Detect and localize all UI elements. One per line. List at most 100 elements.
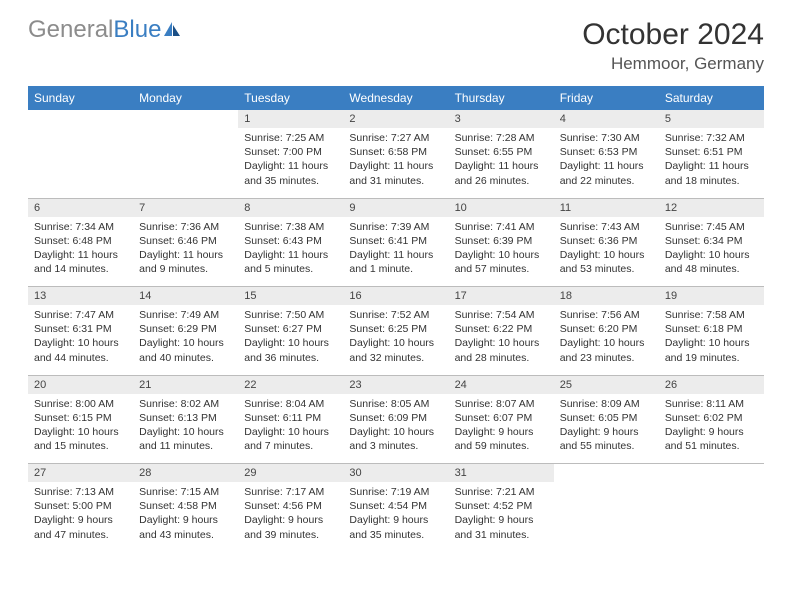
sunrise-text: Sunrise: 7:49 AM — [139, 308, 232, 322]
sunset-text: Sunset: 6:22 PM — [455, 322, 548, 336]
sunrise-text: Sunrise: 7:38 AM — [244, 220, 337, 234]
sunset-text: Sunset: 6:13 PM — [139, 411, 232, 425]
day-body-cell: Sunrise: 7:28 AMSunset: 6:55 PMDaylight:… — [449, 128, 554, 198]
sunset-text: Sunset: 6:46 PM — [139, 234, 232, 248]
sunrise-text: Sunrise: 8:05 AM — [349, 397, 442, 411]
daylight-text: Daylight: 10 hours and 32 minutes. — [349, 336, 442, 364]
sunrise-text: Sunrise: 7:19 AM — [349, 485, 442, 499]
daylight-text: Daylight: 9 hours and 35 minutes. — [349, 513, 442, 541]
day-body-cell: Sunrise: 7:19 AMSunset: 4:54 PMDaylight:… — [343, 482, 448, 552]
sunset-text: Sunset: 6:34 PM — [665, 234, 758, 248]
day-header: Saturday — [659, 86, 764, 110]
day-body-cell: Sunrise: 7:21 AMSunset: 4:52 PMDaylight:… — [449, 482, 554, 552]
day-number-cell: 12 — [659, 198, 764, 217]
day-body-cell — [554, 482, 659, 552]
sunset-text: Sunset: 4:56 PM — [244, 499, 337, 513]
day-header-row: SundayMondayTuesdayWednesdayThursdayFrid… — [28, 86, 764, 110]
day-number-cell: 15 — [238, 287, 343, 306]
day-body-cell: Sunrise: 8:05 AMSunset: 6:09 PMDaylight:… — [343, 394, 448, 464]
day-number-cell: 5 — [659, 110, 764, 128]
day-body-cell: Sunrise: 8:09 AMSunset: 6:05 PMDaylight:… — [554, 394, 659, 464]
sunrise-text: Sunrise: 7:47 AM — [34, 308, 127, 322]
sunrise-text: Sunrise: 8:11 AM — [665, 397, 758, 411]
sunset-text: Sunset: 6:55 PM — [455, 145, 548, 159]
day-number-cell — [133, 110, 238, 128]
sunset-text: Sunset: 6:02 PM — [665, 411, 758, 425]
sunrise-text: Sunrise: 8:07 AM — [455, 397, 548, 411]
sunset-text: Sunset: 6:53 PM — [560, 145, 653, 159]
sunrise-text: Sunrise: 7:52 AM — [349, 308, 442, 322]
day-body-cell: Sunrise: 7:36 AMSunset: 6:46 PMDaylight:… — [133, 217, 238, 287]
day-number-cell: 4 — [554, 110, 659, 128]
daylight-text: Daylight: 11 hours and 31 minutes. — [349, 159, 442, 187]
daylight-text: Daylight: 9 hours and 59 minutes. — [455, 425, 548, 453]
sunrise-text: Sunrise: 7:56 AM — [560, 308, 653, 322]
sunrise-text: Sunrise: 7:34 AM — [34, 220, 127, 234]
day-number-cell — [554, 464, 659, 483]
daylight-text: Daylight: 11 hours and 26 minutes. — [455, 159, 548, 187]
daylight-text: Daylight: 10 hours and 57 minutes. — [455, 248, 548, 276]
day-number-cell: 3 — [449, 110, 554, 128]
day-body-cell: Sunrise: 7:38 AMSunset: 6:43 PMDaylight:… — [238, 217, 343, 287]
sunset-text: Sunset: 6:58 PM — [349, 145, 442, 159]
daylight-text: Daylight: 10 hours and 11 minutes. — [139, 425, 232, 453]
daylight-text: Daylight: 11 hours and 14 minutes. — [34, 248, 127, 276]
daylight-text: Daylight: 10 hours and 36 minutes. — [244, 336, 337, 364]
daylight-text: Daylight: 11 hours and 1 minute. — [349, 248, 442, 276]
sunrise-text: Sunrise: 7:45 AM — [665, 220, 758, 234]
day-body-cell: Sunrise: 7:54 AMSunset: 6:22 PMDaylight:… — [449, 305, 554, 375]
day-body-cell — [133, 128, 238, 198]
day-body-cell: Sunrise: 7:32 AMSunset: 6:51 PMDaylight:… — [659, 128, 764, 198]
sunrise-text: Sunrise: 7:30 AM — [560, 131, 653, 145]
day-number-cell: 27 — [28, 464, 133, 483]
day-number-cell: 14 — [133, 287, 238, 306]
sunset-text: Sunset: 4:58 PM — [139, 499, 232, 513]
day-number-cell: 7 — [133, 198, 238, 217]
day-body-cell — [659, 482, 764, 552]
sunset-text: Sunset: 6:29 PM — [139, 322, 232, 336]
day-number-cell: 10 — [449, 198, 554, 217]
day-header: Sunday — [28, 86, 133, 110]
day-number-cell: 26 — [659, 375, 764, 394]
day-body-cell: Sunrise: 7:39 AMSunset: 6:41 PMDaylight:… — [343, 217, 448, 287]
day-body-row: Sunrise: 7:25 AMSunset: 7:00 PMDaylight:… — [28, 128, 764, 198]
logo-text-2: Blue — [113, 18, 161, 42]
day-number-cell: 16 — [343, 287, 448, 306]
day-number-cell: 25 — [554, 375, 659, 394]
daylight-text: Daylight: 10 hours and 53 minutes. — [560, 248, 653, 276]
day-number-cell: 24 — [449, 375, 554, 394]
day-number-cell: 29 — [238, 464, 343, 483]
daylight-text: Daylight: 11 hours and 5 minutes. — [244, 248, 337, 276]
sunrise-text: Sunrise: 7:36 AM — [139, 220, 232, 234]
day-body-cell: Sunrise: 8:00 AMSunset: 6:15 PMDaylight:… — [28, 394, 133, 464]
sunset-text: Sunset: 6:27 PM — [244, 322, 337, 336]
day-body-cell: Sunrise: 7:30 AMSunset: 6:53 PMDaylight:… — [554, 128, 659, 198]
sunrise-text: Sunrise: 7:15 AM — [139, 485, 232, 499]
daylight-text: Daylight: 10 hours and 15 minutes. — [34, 425, 127, 453]
day-header: Wednesday — [343, 86, 448, 110]
day-number-row: 13141516171819 — [28, 287, 764, 306]
day-number-cell: 1 — [238, 110, 343, 128]
sunrise-text: Sunrise: 7:41 AM — [455, 220, 548, 234]
daylight-text: Daylight: 10 hours and 40 minutes. — [139, 336, 232, 364]
sunset-text: Sunset: 6:48 PM — [34, 234, 127, 248]
day-number-row: 20212223242526 — [28, 375, 764, 394]
day-number-cell: 18 — [554, 287, 659, 306]
day-body-cell: Sunrise: 8:04 AMSunset: 6:11 PMDaylight:… — [238, 394, 343, 464]
day-number-cell: 31 — [449, 464, 554, 483]
sunset-text: Sunset: 6:15 PM — [34, 411, 127, 425]
day-body-cell: Sunrise: 7:56 AMSunset: 6:20 PMDaylight:… — [554, 305, 659, 375]
sunrise-text: Sunrise: 7:39 AM — [349, 220, 442, 234]
sunset-text: Sunset: 5:00 PM — [34, 499, 127, 513]
day-header: Thursday — [449, 86, 554, 110]
sunset-text: Sunset: 6:31 PM — [34, 322, 127, 336]
day-header: Monday — [133, 86, 238, 110]
sunrise-text: Sunrise: 7:17 AM — [244, 485, 337, 499]
day-body-cell: Sunrise: 7:41 AMSunset: 6:39 PMDaylight:… — [449, 217, 554, 287]
sunrise-text: Sunrise: 7:13 AM — [34, 485, 127, 499]
day-header: Tuesday — [238, 86, 343, 110]
day-body-cell: Sunrise: 7:27 AMSunset: 6:58 PMDaylight:… — [343, 128, 448, 198]
day-body-row: Sunrise: 8:00 AMSunset: 6:15 PMDaylight:… — [28, 394, 764, 464]
daylight-text: Daylight: 9 hours and 55 minutes. — [560, 425, 653, 453]
daylight-text: Daylight: 9 hours and 51 minutes. — [665, 425, 758, 453]
